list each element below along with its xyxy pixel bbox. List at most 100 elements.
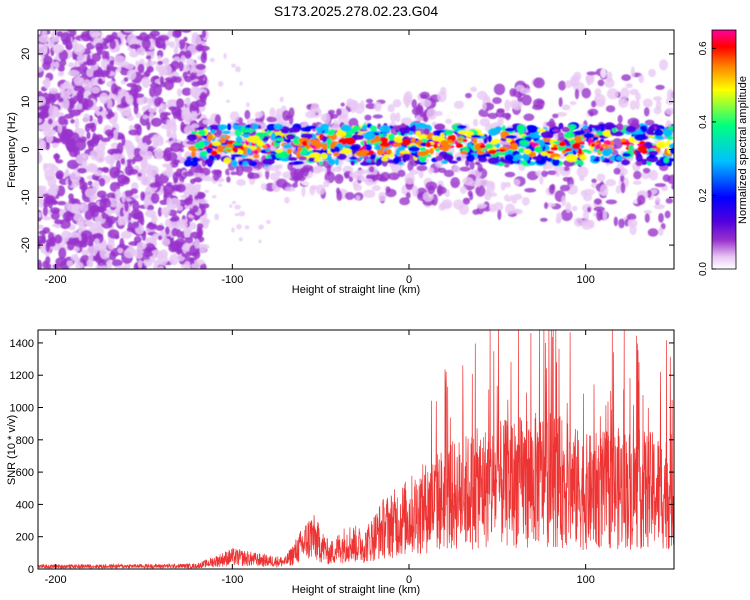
spectrogram-cell (226, 176, 231, 183)
spectrogram-cell (212, 172, 220, 182)
spectrogram-cell (411, 124, 417, 131)
colorbar-ticks: 0.0 0.2 0.4 0.6 (698, 41, 716, 276)
spectrogram-cell (462, 138, 468, 143)
spectrogram-cell (565, 201, 572, 214)
spectrogram-cell (63, 113, 74, 119)
spectrogram-cell (300, 133, 313, 139)
spectrogram-cell (67, 159, 79, 170)
spectrogram-cell (397, 169, 406, 178)
spectrogram-cell (77, 65, 88, 71)
spectrogram-cell (245, 125, 251, 129)
spectrogram-cell (129, 38, 141, 45)
spectrogram-cell (495, 109, 505, 118)
spectrogram-cell (395, 112, 401, 123)
spectrogram-cell (176, 108, 181, 115)
spectrogram-cell (74, 246, 80, 252)
spectrogram-cell (187, 194, 194, 205)
spectrogram-cell (93, 170, 103, 177)
spectrogram-cell (639, 140, 646, 145)
spectrogram-cell (155, 224, 165, 231)
spectrogram-cell (189, 101, 200, 112)
spectrogram-cell (70, 254, 79, 261)
spectrogram-cell (127, 69, 137, 81)
spectrogram-cell (565, 154, 578, 163)
spectrogram-cell (116, 66, 122, 73)
spectrogram-cell (586, 71, 598, 76)
spectrogram-cell (258, 239, 262, 244)
spectrogram-cell (120, 230, 133, 239)
spectrogram-cell (158, 235, 163, 241)
spectrogram-cell (310, 139, 320, 146)
spectrogram-cell (128, 168, 139, 175)
spectrogram-cell (76, 103, 83, 110)
spectrogram-cell (194, 250, 201, 259)
spectrogram-cell (266, 123, 277, 132)
spectrogram-cell (353, 170, 365, 176)
spectrogram-cell (443, 130, 454, 135)
spectrogram-cell (291, 182, 298, 188)
spectrogram-cell (457, 137, 463, 142)
spectrogram-cell (503, 193, 514, 202)
spectrogram-cell (504, 181, 511, 188)
spectrogram-cell (280, 150, 290, 158)
snr-y-axis-label: SNR (10 * v/v) (6, 415, 18, 485)
spectrogram-cell (346, 98, 354, 108)
spectrogram-cell (505, 135, 518, 139)
spectrogram-cell (133, 212, 142, 220)
spectrogram-cell (88, 253, 94, 264)
spectrogram-y-tick-label: 0 (20, 146, 32, 152)
spectrogram-cell (253, 153, 260, 159)
spectrogram-cell (387, 104, 395, 113)
spectrogram-cell (376, 149, 385, 155)
spectrogram-cell (600, 155, 605, 161)
spectrogram-cell (340, 147, 352, 155)
spectrogram-cell (385, 148, 392, 154)
spectrogram-cell (466, 142, 473, 149)
spectrogram-cell (318, 161, 324, 165)
spectrogram-cell (638, 74, 645, 84)
spectrogram-cell (671, 183, 674, 190)
spectrogram-cell (558, 122, 564, 130)
spectrogram-cell (532, 156, 542, 161)
spectrogram-cell (58, 115, 67, 126)
spectrogram-heatmap (38, 30, 674, 269)
spectrogram-cell (183, 36, 188, 42)
spectrogram-cell (262, 158, 275, 165)
spectrogram-cell (596, 173, 606, 182)
spectrogram-cell (129, 50, 139, 58)
spectrogram-cell (419, 111, 425, 118)
spectrogram-cell (373, 101, 382, 112)
spectrogram-cell (47, 118, 53, 125)
spectrogram-cell (388, 172, 400, 181)
spectrogram-cell (80, 230, 93, 240)
spectrogram-cell (288, 115, 294, 125)
spectrogram-cell (192, 156, 198, 162)
spectrogram-cell (234, 204, 241, 210)
spectrogram-cell (66, 260, 74, 267)
spectrogram-cell (83, 98, 94, 109)
spectrogram-cell (604, 78, 615, 89)
spectrogram-cell (181, 219, 188, 224)
spectrogram-cell (635, 92, 641, 101)
spectrogram-cell (495, 151, 507, 156)
spectrogram-cell (561, 126, 571, 133)
spectrogram-cell (176, 88, 182, 97)
spectrogram-cell (229, 111, 240, 122)
spectrogram-cell (269, 107, 276, 118)
spectrogram-cell (592, 136, 599, 141)
spectrogram-cell (195, 191, 206, 199)
spectrogram-cell (599, 138, 605, 143)
spectrogram-cell (133, 103, 139, 115)
spectrogram-cell (270, 132, 276, 141)
spectrogram-cell (574, 130, 586, 136)
spectrogram-cell (65, 137, 71, 146)
spectrogram-cell (41, 215, 52, 221)
spectrogram-cell (168, 197, 181, 209)
spectrogram-cell (393, 143, 402, 148)
spectrogram-cell (519, 88, 532, 95)
spectrogram-cell (378, 133, 383, 138)
spectrogram-cell (52, 106, 60, 118)
spectrogram-cell (370, 125, 378, 132)
spectrogram-cell (38, 185, 47, 192)
